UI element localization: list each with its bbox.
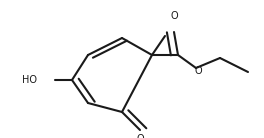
- Text: O: O: [194, 66, 202, 76]
- Text: O: O: [170, 11, 178, 21]
- Text: HO: HO: [22, 75, 37, 85]
- Text: O: O: [136, 134, 144, 138]
